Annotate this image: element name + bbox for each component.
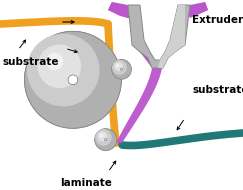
Circle shape — [27, 34, 100, 106]
Polygon shape — [116, 68, 162, 143]
Polygon shape — [128, 5, 190, 68]
Circle shape — [37, 44, 81, 88]
Circle shape — [46, 53, 63, 70]
Circle shape — [114, 62, 123, 71]
Polygon shape — [163, 2, 208, 68]
Circle shape — [68, 75, 78, 85]
Circle shape — [46, 53, 63, 70]
Polygon shape — [108, 2, 132, 18]
Circle shape — [68, 75, 78, 85]
Circle shape — [27, 34, 100, 106]
Text: substrate: substrate — [2, 57, 59, 67]
Text: substrate: substrate — [192, 85, 243, 95]
Circle shape — [100, 134, 104, 137]
Circle shape — [112, 60, 127, 75]
Circle shape — [25, 31, 121, 128]
Circle shape — [112, 59, 131, 79]
Polygon shape — [158, 5, 185, 68]
Circle shape — [104, 139, 107, 141]
Circle shape — [95, 129, 112, 146]
Circle shape — [121, 68, 122, 70]
Circle shape — [25, 31, 121, 128]
Circle shape — [37, 44, 81, 88]
Circle shape — [98, 132, 108, 142]
Text: laminate: laminate — [60, 178, 112, 188]
Circle shape — [95, 129, 117, 151]
Polygon shape — [108, 2, 152, 68]
Text: Extruder: Extruder — [192, 15, 243, 25]
Polygon shape — [185, 2, 208, 18]
Circle shape — [116, 64, 120, 67]
